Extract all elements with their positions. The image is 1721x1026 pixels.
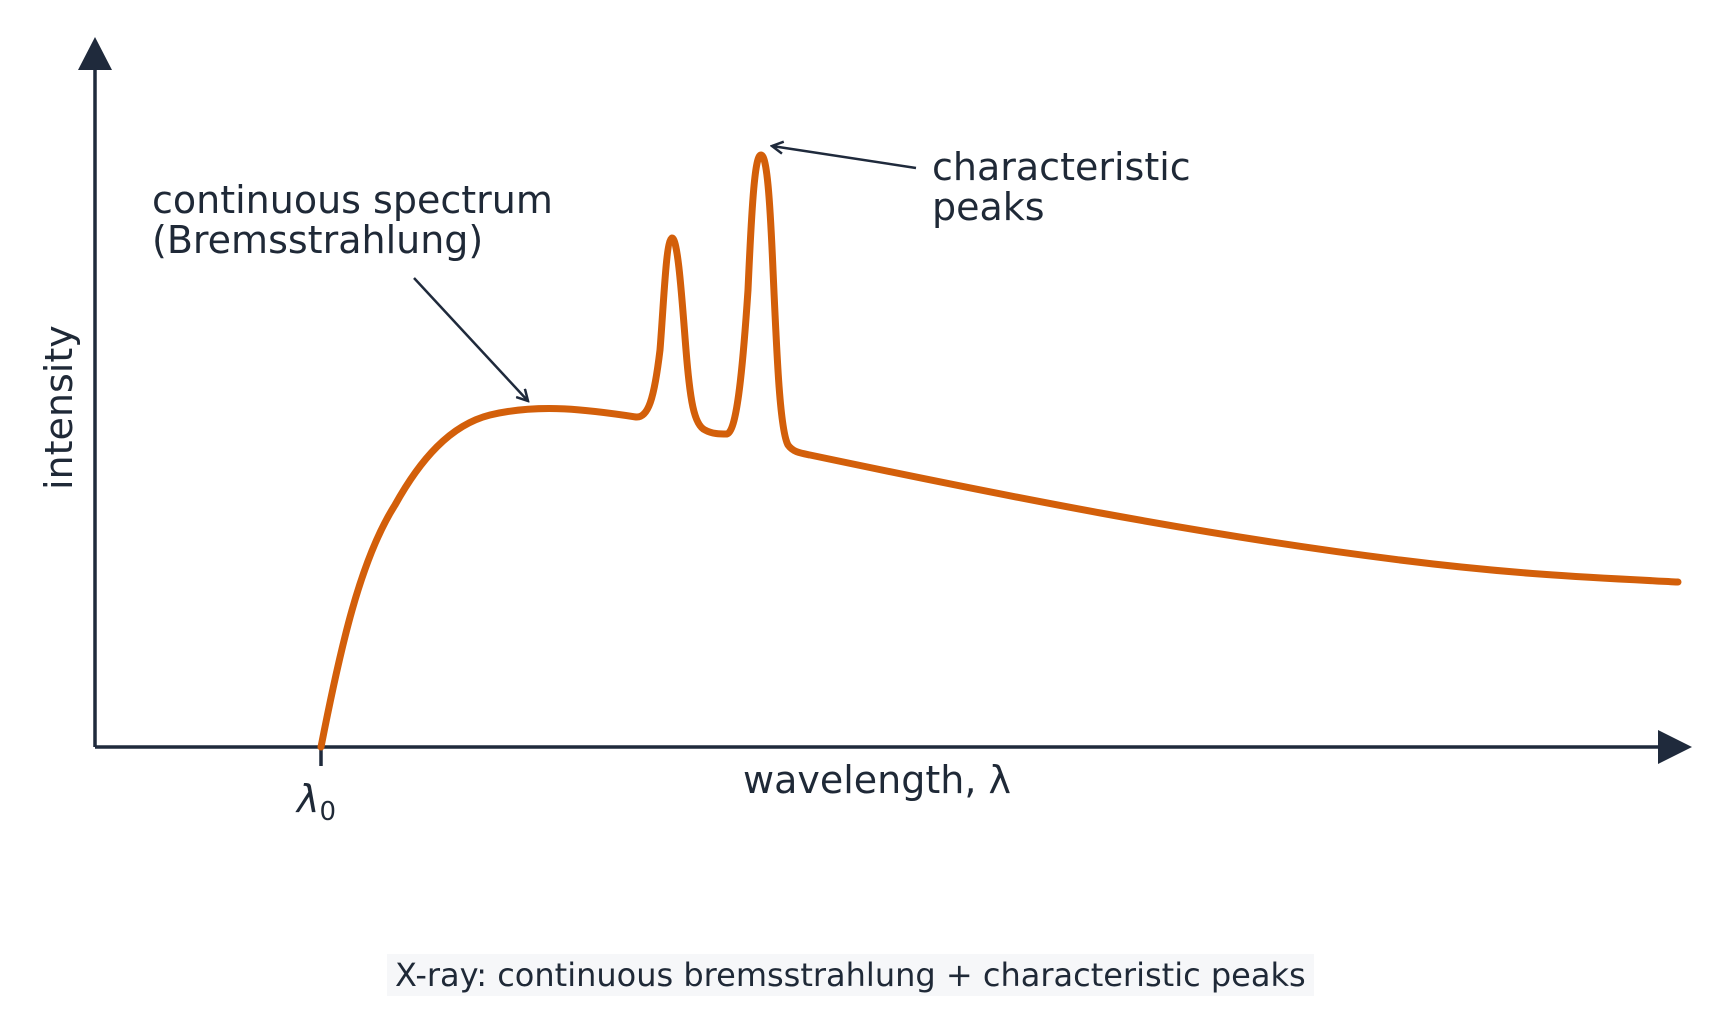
- peaks-annotation-arrow: [772, 146, 917, 170]
- peaks-annotation-line1: characteristic: [932, 145, 1191, 189]
- lambda0-symbol: λ: [295, 777, 320, 821]
- x-axis-arrowhead: [1658, 730, 1692, 764]
- y-axis-label: intensity: [37, 325, 81, 490]
- continuous-annotation-arrow: [413, 277, 528, 401]
- figure-caption: X-ray: continuous bremsstrahlung + chara…: [387, 954, 1314, 996]
- continuous-annotation-line1: continuous spectrum: [152, 178, 553, 222]
- y-axis-arrowhead: [78, 37, 112, 70]
- continuous-annotation-line2: (Bremsstrahlung): [152, 218, 483, 262]
- lambda0-subscript: 0: [320, 797, 337, 827]
- lambda0-tick-label: λ0: [295, 777, 336, 827]
- x-axis-label: wavelength, λ: [743, 758, 1011, 802]
- peaks-annotation-line2: peaks: [932, 185, 1045, 229]
- spectrum-curve: [317, 151, 1682, 751]
